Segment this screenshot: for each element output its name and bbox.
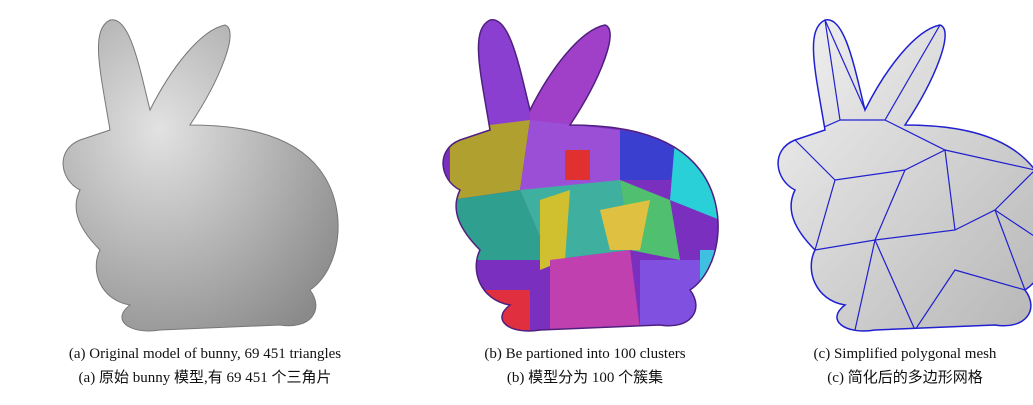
caption-en: (b) Be partioned into 100 clusters bbox=[484, 346, 685, 362]
caption-zh: (c) 简化后的多边形网格 bbox=[827, 369, 982, 386]
caption-zh: (b) 模型分为 100 个簇集 bbox=[507, 368, 663, 386]
bunny-original bbox=[63, 20, 338, 331]
caption-en: (c) Simplified polygonal mesh bbox=[814, 346, 997, 362]
bunny-clusters bbox=[420, 10, 740, 340]
bunny-mesh bbox=[778, 20, 1033, 331]
figure: (a) Original model of bunny, 69 451 tria… bbox=[0, 0, 1033, 405]
caption-zh: (a) 原始 bunny 模型,有 69 451 个三角片 bbox=[79, 369, 332, 386]
caption-en: (a) Original model of bunny, 69 451 tria… bbox=[69, 346, 341, 362]
